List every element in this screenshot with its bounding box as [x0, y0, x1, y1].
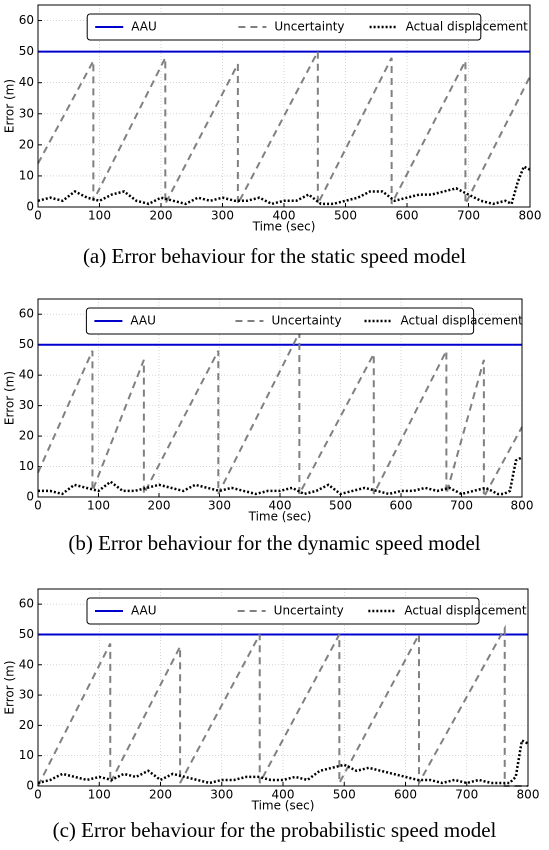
x-tick-label: 100	[87, 499, 110, 513]
x-tick-label: 400	[273, 209, 296, 223]
y-tick-label: 10	[19, 748, 34, 762]
x-tick-label: 0	[34, 788, 42, 802]
y-axis-label: Error (m)	[3, 79, 17, 133]
x-axis-label: Time (sec)	[248, 510, 312, 524]
y-tick-label: 60	[19, 597, 34, 611]
y-tick-label: 20	[19, 429, 34, 443]
y-tick-label: 40	[19, 368, 34, 382]
x-tick-label: 600	[396, 209, 419, 223]
x-tick-label: 500	[333, 788, 356, 802]
y-tick-label: 0	[26, 779, 34, 793]
legend-box	[86, 13, 482, 41]
legend-label: AAU	[130, 314, 156, 328]
x-tick-label: 500	[334, 209, 357, 223]
caption: (a) Error behaviour for the static speed…	[83, 244, 466, 268]
x-tick-label: 200	[150, 209, 173, 223]
y-tick-label: 60	[19, 307, 34, 321]
x-tick-label: 300	[210, 788, 233, 802]
legend-label: Uncertainty	[274, 20, 344, 34]
legend-label: AAU	[131, 20, 157, 34]
y-tick-label: 40	[19, 657, 34, 671]
series-line	[37, 164, 531, 206]
x-tick-label: 500	[329, 499, 352, 513]
y-tick-label: 30	[19, 106, 34, 120]
x-tick-label: 800	[519, 209, 542, 223]
y-tick-label: 0	[26, 200, 34, 214]
x-tick-label: 100	[88, 788, 111, 802]
x-tick-label: 600	[390, 499, 413, 513]
y-tick-label: 20	[19, 718, 34, 732]
plot-frame	[37, 588, 529, 787]
x-axis-label: Time (sec)	[251, 799, 315, 813]
x-tick-label: 700	[455, 788, 478, 802]
x-tick-label: 600	[394, 788, 417, 802]
x-tick-label: 400	[269, 499, 292, 513]
y-tick-label: 0	[26, 490, 34, 504]
x-tick-label: 200	[149, 788, 172, 802]
y-tick-label: 10	[19, 168, 34, 182]
x-tick-label: 700	[450, 499, 473, 513]
caption: (b) Error behaviour for the dynamic spee…	[68, 531, 480, 555]
y-tick-label: 30	[19, 398, 34, 412]
legend-label: AAU	[131, 604, 157, 618]
legend-label: Uncertainty	[271, 314, 341, 328]
series-line	[37, 738, 529, 785]
y-axis-label: Error (m)	[3, 660, 17, 714]
legend-label: Actual displacement	[404, 604, 527, 618]
x-tick-label: 300	[208, 499, 231, 513]
legend-label: Actual displacement	[401, 314, 524, 328]
y-tick-label: 30	[19, 688, 34, 702]
x-tick-label: 800	[517, 788, 540, 802]
x-tick-label: 700	[457, 209, 480, 223]
x-tick-label: 100	[88, 209, 111, 223]
series-line	[37, 624, 528, 787]
y-tick-label: 50	[19, 627, 34, 641]
caption: (c) Error behaviour for the probabilisti…	[53, 818, 497, 842]
y-tick-label: 10	[19, 459, 34, 473]
y-tick-label: 20	[19, 137, 34, 151]
y-tick-label: 50	[19, 44, 34, 58]
y-tick-label: 60	[19, 13, 34, 27]
x-tick-label: 800	[511, 499, 534, 513]
x-tick-label: 0	[34, 209, 42, 223]
x-axis-label: Time (sec)	[252, 220, 316, 234]
x-tick-label: 200	[148, 499, 171, 513]
x-tick-label: 400	[272, 788, 295, 802]
plot-frame	[37, 4, 531, 208]
legend-box	[85, 307, 475, 335]
legend-label: Uncertainty	[274, 604, 344, 618]
y-tick-label: 50	[19, 337, 34, 351]
y-tick-label: 40	[19, 75, 34, 89]
legend-box	[86, 597, 480, 625]
series-line	[37, 332, 523, 498]
legend-label: Actual displacement	[406, 20, 529, 34]
x-tick-label: 0	[34, 499, 42, 513]
x-tick-label: 300	[211, 209, 234, 223]
plot-frame	[37, 298, 523, 498]
y-axis-label: Error (m)	[3, 371, 17, 425]
